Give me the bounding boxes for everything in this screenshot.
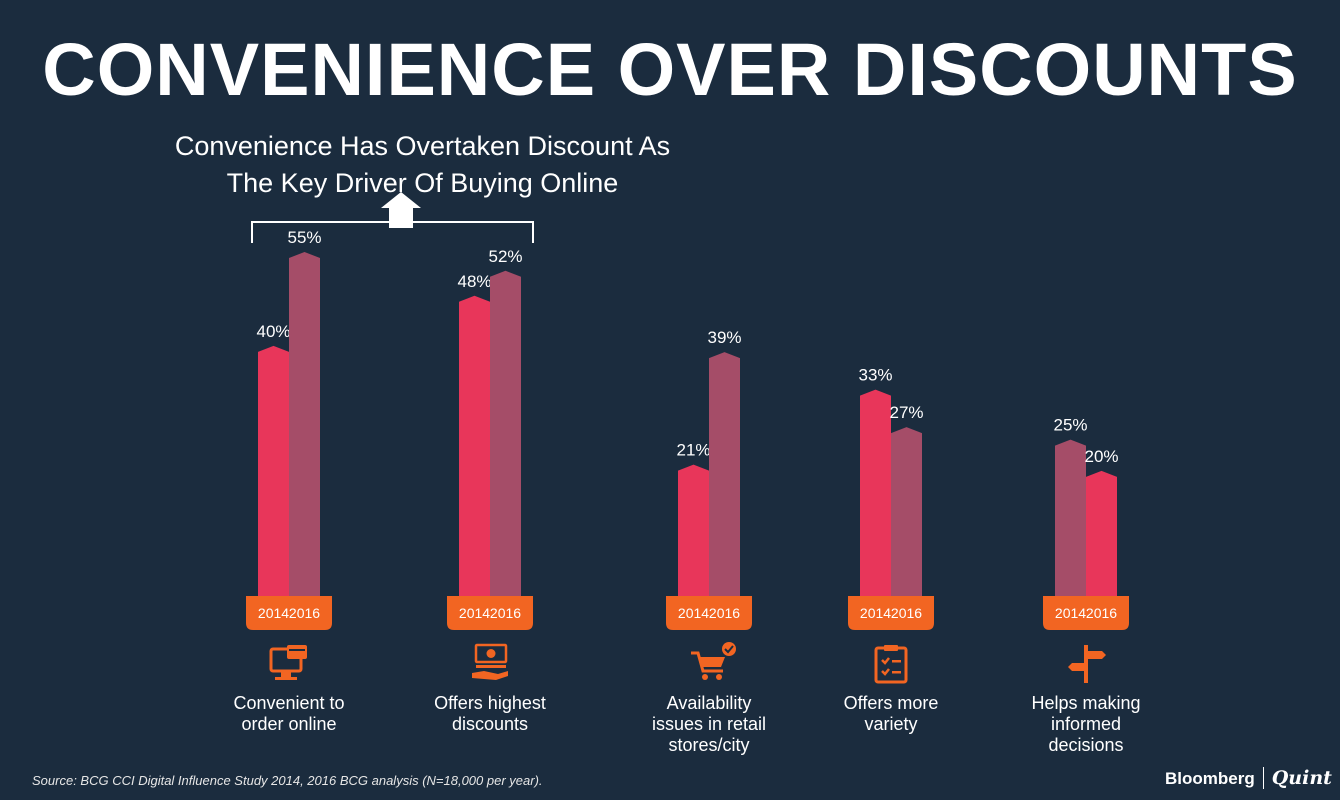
shopping-cart-icon bbox=[691, 642, 736, 680]
data-label: 21% bbox=[676, 441, 710, 460]
bar-group: 25% 20% 2014 2016 Helps makinginformeddecisi… bbox=[1031, 416, 1140, 755]
year-label: 2014 bbox=[258, 605, 289, 621]
money-hand-icon bbox=[472, 643, 508, 680]
year-label: 2014 bbox=[1055, 605, 1086, 621]
subtitle-line-2: The Key Driver Of Buying Online bbox=[226, 168, 619, 198]
bar-2014 bbox=[860, 389, 891, 596]
data-label: 27% bbox=[889, 403, 923, 422]
data-label: 55% bbox=[287, 228, 321, 247]
category-label: issues in retail bbox=[652, 714, 766, 734]
year-label: 2016 bbox=[709, 605, 740, 621]
subtitle-line-1: Convenience Has Overtaken Discount As bbox=[174, 131, 671, 161]
category-label: Convenient to bbox=[233, 693, 344, 713]
data-label: 48% bbox=[457, 272, 491, 291]
bar-2016 bbox=[709, 352, 740, 596]
clipboard-checklist-icon bbox=[874, 645, 908, 684]
category-label: Availability bbox=[667, 693, 752, 713]
bar-2014 bbox=[1055, 439, 1086, 596]
year-badge bbox=[666, 596, 752, 630]
category-label: discounts bbox=[452, 714, 528, 734]
category-label: variety bbox=[864, 714, 917, 734]
chart-subtitle: Convenience Has Overtaken Discount As Th… bbox=[130, 128, 715, 202]
data-label: 25% bbox=[1053, 416, 1087, 435]
bar-2014 bbox=[258, 345, 289, 596]
data-label: 52% bbox=[488, 247, 522, 266]
bar-2016 bbox=[891, 427, 922, 596]
data-label: 33% bbox=[858, 366, 892, 385]
computer-card-icon bbox=[269, 645, 307, 680]
year-label: 2016 bbox=[490, 605, 521, 621]
year-badge bbox=[246, 596, 332, 630]
bar-2014 bbox=[678, 464, 709, 596]
data-label: 40% bbox=[256, 322, 290, 341]
bar-2016 bbox=[1086, 470, 1117, 596]
year-label: 2014 bbox=[678, 605, 709, 621]
category-label: decisions bbox=[1048, 735, 1123, 755]
bar-2016 bbox=[490, 270, 521, 596]
brand-quint: Quint bbox=[1271, 767, 1332, 789]
year-label: 2014 bbox=[860, 605, 891, 621]
category-label: stores/city bbox=[668, 735, 749, 755]
bar-2016 bbox=[289, 252, 320, 596]
data-label: 39% bbox=[707, 328, 741, 347]
year-badge bbox=[848, 596, 934, 630]
brand-logo: Bloomberg Quint bbox=[1165, 767, 1332, 789]
brand-divider bbox=[1262, 767, 1264, 789]
signpost-icon bbox=[1068, 645, 1106, 683]
year-badge bbox=[1043, 596, 1129, 630]
year-label: 2014 bbox=[459, 605, 490, 621]
category-label: Offers highest bbox=[434, 693, 546, 713]
year-label: 2016 bbox=[891, 605, 922, 621]
category-label: order online bbox=[241, 714, 336, 734]
data-label: 20% bbox=[1084, 447, 1118, 466]
category-label: Offers more bbox=[844, 693, 939, 713]
source-note: Source: BCG CCI Digital Influence Study … bbox=[32, 773, 543, 788]
page-title: CONVENIENCE OVER DISCOUNTS bbox=[42, 28, 1298, 111]
category-label: informed bbox=[1051, 714, 1121, 734]
year-label: 2016 bbox=[1086, 605, 1117, 621]
up-arrow-icon bbox=[381, 192, 421, 228]
bar-2014 bbox=[459, 295, 490, 596]
category-label: Helps making bbox=[1031, 693, 1140, 713]
year-label: 2016 bbox=[289, 605, 320, 621]
year-badge bbox=[447, 596, 533, 630]
brand-bloomberg: Bloomberg bbox=[1165, 769, 1255, 788]
